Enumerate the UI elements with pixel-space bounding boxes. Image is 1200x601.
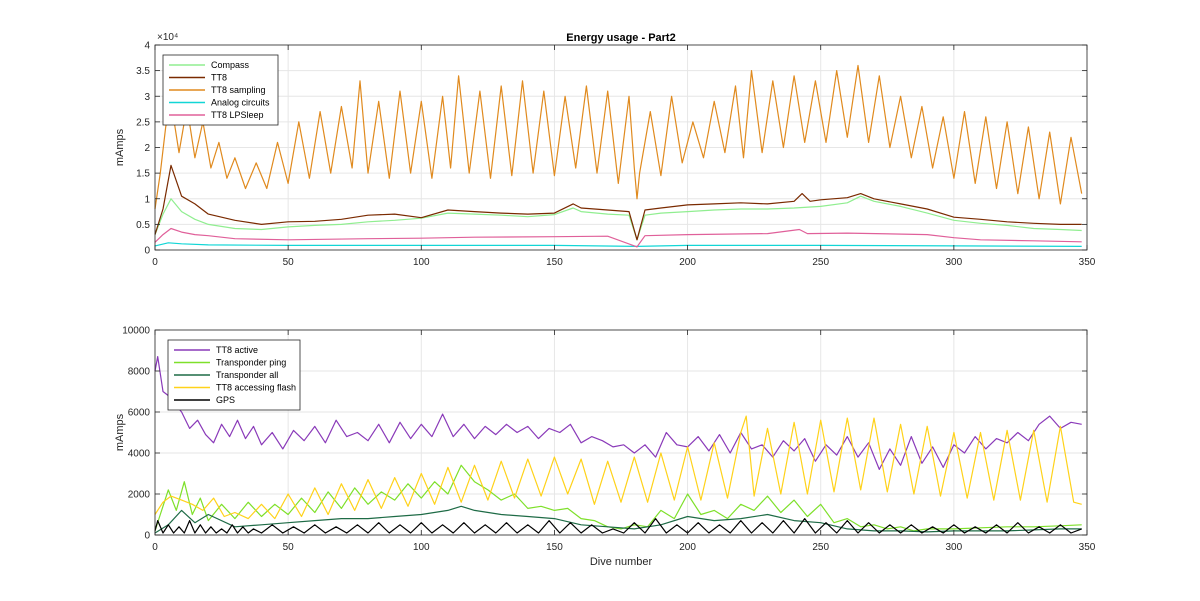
x-tick-label: 300 bbox=[946, 257, 963, 268]
legend-entry: TT8 bbox=[211, 73, 227, 83]
series-line-tt8-active bbox=[154, 356, 1082, 470]
y-tick-label: 6000 bbox=[128, 408, 151, 419]
legend-entry: TT8 accessing flash bbox=[216, 383, 296, 393]
x-tick-label: 50 bbox=[283, 542, 295, 553]
series-line-tt8-lpsleep bbox=[154, 227, 1082, 248]
y-tick-label: 8000 bbox=[128, 367, 151, 378]
x-tick-label: 350 bbox=[1079, 542, 1096, 553]
x-tick-label: 150 bbox=[546, 542, 563, 553]
bottom-chart: 0 50 100 150 200 250 300 350 0 2000 4000 6000 8000 10… bbox=[114, 326, 1096, 569]
y-tick-label: 2.5 bbox=[136, 117, 150, 128]
x-tick-label: 100 bbox=[413, 257, 430, 268]
series-line-gps bbox=[154, 517, 1082, 534]
y-tick-label: 0.5 bbox=[136, 220, 150, 231]
series-line-transponder-ping bbox=[154, 464, 1082, 532]
legend-entry: Compass bbox=[211, 60, 250, 70]
x-tick-label: 250 bbox=[812, 542, 829, 553]
y-tick-label: 0 bbox=[144, 531, 150, 542]
y-exponent-label: ×10⁴ bbox=[157, 32, 178, 43]
legend-entry: TT8 sampling bbox=[211, 85, 266, 95]
x-tick-label: 200 bbox=[679, 257, 696, 268]
top-chart: 0 50 100 150 200 250 300 350 0 0.5 1 1.5 2 2.5 3 3.5 4 ×1… bbox=[114, 32, 1096, 268]
y-tick-label: 4000 bbox=[128, 449, 151, 460]
y-axis-label: mAmps bbox=[114, 413, 126, 451]
series-line-analog-circuits bbox=[154, 242, 1082, 247]
legend: TT8 active Transponder ping Transponder al… bbox=[167, 339, 301, 411]
y-tick-label: 1 bbox=[144, 194, 150, 205]
x-tick-label: 200 bbox=[679, 542, 696, 553]
x-tick-label: 0 bbox=[152, 257, 158, 268]
x-tick-label: 150 bbox=[546, 257, 563, 268]
legend-entry: TT8 active bbox=[216, 345, 258, 355]
series-line-compass bbox=[154, 195, 1082, 241]
legend-entry: Transponder ping bbox=[216, 358, 286, 368]
y-tick-label: 2 bbox=[144, 143, 150, 154]
legend-entry: Transponder all bbox=[216, 370, 278, 380]
chart-title: Energy usage - Part2 bbox=[566, 32, 675, 44]
x-tick-label: 50 bbox=[283, 257, 295, 268]
series-line-tt8-accessing-flash bbox=[154, 415, 1082, 520]
x-tick-label: 250 bbox=[812, 257, 829, 268]
legend-entry: TT8 LPSleep bbox=[211, 110, 264, 120]
x-axis-label: Dive number bbox=[590, 556, 653, 568]
y-tick-label: 1.5 bbox=[136, 169, 150, 180]
x-tick-label: 300 bbox=[946, 542, 963, 553]
x-tick-label: 350 bbox=[1079, 257, 1096, 268]
y-tick-label: 2000 bbox=[128, 490, 151, 501]
axes-box bbox=[154, 329, 1088, 536]
legend-entry: GPS bbox=[216, 395, 235, 405]
x-tick-label: 0 bbox=[152, 542, 158, 553]
series-line-tt8 bbox=[154, 164, 1082, 241]
y-tick-label: 3 bbox=[144, 92, 150, 103]
y-tick-label: 0 bbox=[144, 246, 150, 257]
legend-entry: Analog circuits bbox=[211, 98, 270, 108]
legend: Compass TT8 TT8 sampling Analog circuits TT8… bbox=[162, 54, 279, 126]
x-tick-label: 100 bbox=[413, 542, 430, 553]
series-line-tt8-sampling bbox=[154, 64, 1083, 210]
y-axis-label: mAmps bbox=[114, 128, 126, 166]
y-tick-label: 10000 bbox=[122, 326, 150, 337]
series-line-transponder-all bbox=[154, 505, 1082, 534]
y-tick-label: 4 bbox=[144, 41, 150, 52]
y-tick-label: 3.5 bbox=[136, 66, 150, 77]
